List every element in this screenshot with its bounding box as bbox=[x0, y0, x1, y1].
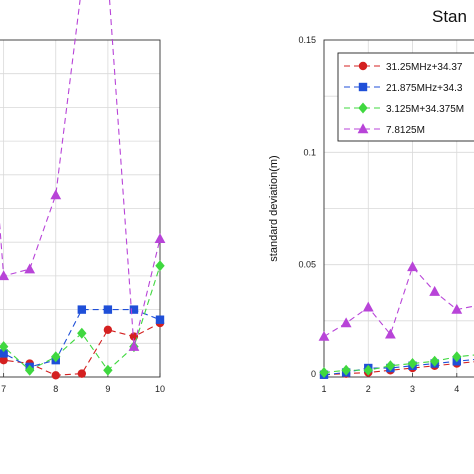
data-point bbox=[24, 263, 36, 274]
data-point bbox=[0, 349, 8, 358]
data-point bbox=[103, 325, 113, 335]
x-tick-label: 10 bbox=[155, 384, 165, 394]
legend-item: 3.125M+34.375M bbox=[344, 102, 464, 115]
x-tick-label: 1 bbox=[321, 384, 326, 394]
data-point bbox=[362, 301, 374, 312]
data-point bbox=[103, 364, 113, 376]
data-point bbox=[452, 351, 462, 363]
series-2 bbox=[319, 357, 474, 379]
data-point bbox=[103, 305, 113, 314]
series-line bbox=[0, 265, 161, 372]
chart-title: Stan bbox=[432, 7, 467, 26]
data-point bbox=[128, 340, 140, 351]
legend-marker bbox=[357, 123, 369, 134]
y-axis-label: standard deviation(m) bbox=[268, 155, 280, 261]
legend-marker bbox=[358, 82, 368, 92]
y-tick-label: 0.05 bbox=[298, 260, 316, 270]
legend-label: 7.8125M bbox=[386, 125, 425, 136]
y-tick-label: 0.1 bbox=[303, 147, 316, 157]
series-4 bbox=[318, 261, 474, 341]
data-point bbox=[77, 305, 87, 314]
left-chart-panel: 7 8 9 10 bbox=[0, 0, 166, 394]
data-point bbox=[340, 317, 352, 328]
plot-frame bbox=[0, 39, 161, 378]
plot-frame bbox=[323, 39, 474, 378]
legend-item: 21.875MHz+34.3 bbox=[344, 82, 463, 94]
series-line bbox=[0, 322, 161, 376]
data-point bbox=[24, 364, 35, 376]
legend-marker bbox=[358, 61, 368, 71]
series-line bbox=[0, 0, 161, 347]
y-tick-label: 0.15 bbox=[298, 35, 316, 45]
x-tick-label: 3 bbox=[410, 384, 415, 394]
legend: 31.25MHz+34.37 21.875MHz+34.3 3.125M+34.37… bbox=[337, 52, 474, 142]
data-point bbox=[385, 328, 396, 339]
grid-lines bbox=[0, 39, 161, 378]
data-point bbox=[129, 305, 139, 314]
series-3 bbox=[0, 260, 165, 376]
x-tick-label: 7 bbox=[1, 384, 6, 394]
x-tick-label: 4 bbox=[454, 384, 459, 394]
data-point bbox=[155, 260, 165, 272]
data-point bbox=[51, 351, 61, 363]
series-3 bbox=[319, 351, 474, 379]
data-point bbox=[363, 364, 373, 376]
data-point bbox=[341, 364, 351, 376]
legend-item: 7.8125M bbox=[344, 123, 425, 136]
series-4 bbox=[0, 0, 166, 351]
data-point bbox=[0, 355, 8, 365]
legend-label: 31.25MHz+34.37 bbox=[386, 62, 463, 73]
right-chart-panel: 1 2 3 4 0 0.05 0.1 0.15 Stan standard deviation(m… bbox=[268, 7, 474, 394]
data-point bbox=[385, 360, 396, 372]
data-point bbox=[319, 367, 329, 379]
legend-label: 21.875MHz+34.3 bbox=[386, 83, 463, 94]
data-point bbox=[407, 261, 418, 272]
data-point bbox=[50, 189, 62, 200]
data-point bbox=[77, 327, 87, 339]
data-point bbox=[0, 341, 9, 353]
legend-item: 31.25MHz+34.37 bbox=[344, 61, 463, 73]
x-tick-label: 9 bbox=[105, 384, 110, 394]
y-tick-label: 0 bbox=[311, 369, 316, 379]
data-point bbox=[407, 358, 418, 370]
data-point bbox=[451, 303, 463, 314]
data-point bbox=[154, 233, 166, 244]
legend-marker bbox=[358, 102, 368, 114]
data-point bbox=[0, 270, 10, 281]
x-tick-label: 8 bbox=[53, 384, 58, 394]
data-point bbox=[318, 330, 330, 341]
series-line bbox=[0, 309, 161, 368]
data-point bbox=[77, 369, 87, 378]
data-point bbox=[429, 355, 440, 367]
x-tick-label: 2 bbox=[366, 384, 371, 394]
legend-label: 3.125M+34.375M bbox=[386, 104, 464, 115]
data-point bbox=[51, 371, 60, 380]
series-line bbox=[323, 265, 474, 338]
data-point bbox=[155, 315, 165, 324]
data-point bbox=[429, 285, 441, 296]
